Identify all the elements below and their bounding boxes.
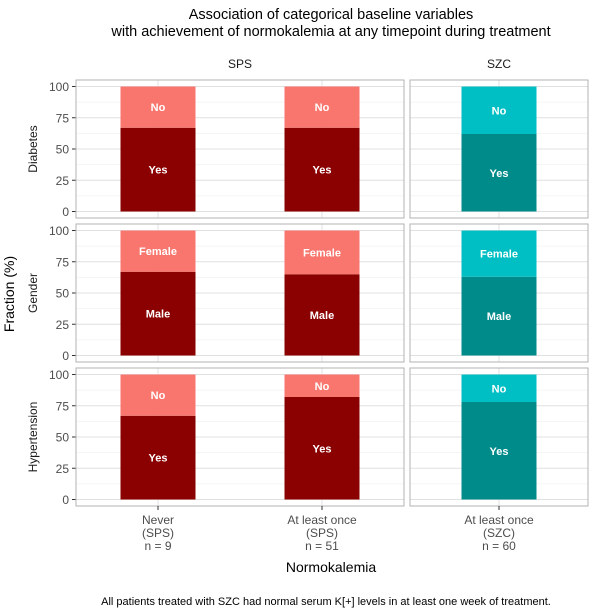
bar-segment: [120, 415, 196, 500]
bar-segment-label: Male: [487, 311, 511, 323]
bar-segment-label: Male: [146, 309, 170, 321]
x-tick-label: At least once (SPS) n = 51: [287, 513, 357, 553]
bar-segment-label: Yes: [149, 453, 168, 465]
bar-segment: [120, 374, 196, 416]
bar-segment-label: No: [151, 102, 166, 114]
panel-border: [75, 367, 405, 507]
y-axis-label: Fraction (%): [1, 256, 17, 332]
x-tick-label: Never (SPS) n = 9: [142, 513, 174, 553]
bar-segment: [461, 276, 537, 356]
bar-segment-label: Female: [303, 247, 341, 259]
y-tick-label: 100: [49, 224, 69, 238]
bar-segment: [284, 374, 360, 397]
bar-segment-label: Female: [139, 246, 177, 258]
bar-segment-label: Yes: [313, 443, 332, 455]
chart-caption: All patients treated with SZC had normal…: [101, 596, 551, 608]
bar-segment-label: No: [492, 383, 507, 395]
bar-segment: [284, 230, 360, 275]
panel-border: [75, 223, 405, 363]
bar-segment-label: No: [315, 381, 330, 393]
y-tick-label: 25: [56, 462, 70, 476]
row-facet-label: Hypertension: [26, 402, 40, 473]
row-facet-label: Diabetes: [26, 125, 40, 172]
bar-segment: [120, 230, 196, 272]
y-tick-label: 75: [56, 255, 70, 269]
bar-segment: [461, 134, 537, 212]
y-tick-label: 75: [56, 111, 70, 125]
bar-segment: [461, 230, 537, 277]
panel-border: [75, 79, 405, 219]
bar-segment: [284, 397, 360, 500]
bar-segment-label: Yes: [149, 165, 168, 177]
bar-segment-label: Yes: [313, 165, 332, 177]
bar-segment: [284, 127, 360, 212]
bar-segment: [120, 86, 196, 128]
panel-border: [409, 79, 589, 219]
bar-segment-label: Yes: [490, 168, 509, 180]
chart-subtitle: with achievement of normokalemia at any …: [110, 24, 550, 40]
bar-segment-label: No: [492, 105, 507, 117]
y-tick-label: 0: [62, 205, 69, 219]
bar-segment: [120, 271, 196, 356]
bar-segment-label: No: [151, 390, 166, 402]
bar-segment: [461, 86, 537, 134]
panel-border: [409, 223, 589, 363]
x-axis-label: Normokalemia: [286, 559, 376, 575]
bar-segment: [461, 374, 537, 402]
y-tick-label: 25: [56, 174, 70, 188]
plot-area: SPS SZC Diabetes 0 25 50 75 100 Yes No Yes No Yes No G…: [26, 57, 589, 553]
bar-segment-label: No: [315, 102, 330, 114]
y-tick-label: 0: [62, 349, 69, 363]
y-tick-label: 50: [56, 431, 70, 445]
bar-segment: [284, 86, 360, 128]
bar-segment: [120, 127, 196, 212]
y-tick-label: 50: [56, 143, 70, 157]
y-tick-label: 100: [49, 368, 69, 382]
bar-segment-label: Female: [480, 249, 518, 261]
column-facet-label: SZC: [487, 57, 511, 71]
y-tick-label: 50: [56, 287, 70, 301]
bar-segment: [284, 274, 360, 356]
x-tick-label: At least once (SZC) n = 60: [464, 513, 534, 553]
row-facet-label: Gender: [26, 273, 40, 313]
bar-segment-label: Male: [310, 310, 334, 322]
y-tick-label: 25: [56, 318, 70, 332]
bar-segment: [461, 402, 537, 500]
y-tick-label: 0: [62, 493, 69, 507]
bar-segment-label: Yes: [490, 446, 509, 458]
column-facet-label: SPS: [228, 57, 252, 71]
chart-title: Association of categorical baseline vari…: [189, 7, 474, 23]
y-tick-label: 75: [56, 399, 70, 413]
y-tick-label: 100: [49, 80, 69, 94]
